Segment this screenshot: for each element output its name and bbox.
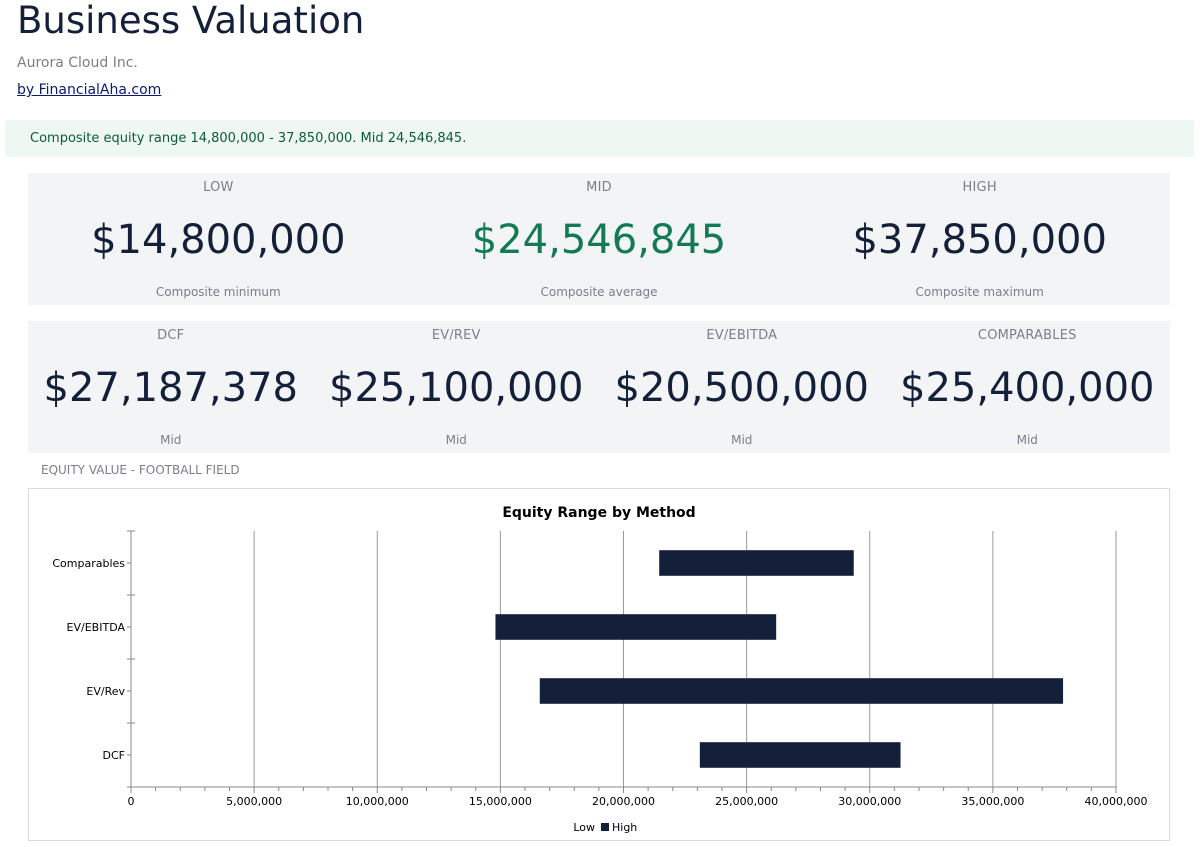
metric-value: $20,500,000 <box>614 365 869 411</box>
metric-comparables: COMPARABLES $25,400,000 Mid <box>885 321 1171 453</box>
metric-caption: Composite maximum <box>915 285 1044 299</box>
metric-caption: Composite average <box>540 285 658 299</box>
company-name: Aurora Cloud Inc. <box>17 55 138 71</box>
metric-value: $14,800,000 <box>91 217 346 263</box>
metric-label: MID <box>586 180 612 195</box>
metric-label: COMPARABLES <box>977 328 1077 343</box>
x-tick-label: 5,000,000 <box>226 795 282 808</box>
y-tick-label: EV/EBITDA <box>67 621 126 634</box>
range-bar <box>539 678 1064 704</box>
metric-label: EV/REV <box>431 328 481 343</box>
legend-swatch-high <box>601 823 609 831</box>
x-tick-label: 25,000,000 <box>715 795 778 808</box>
metric-caption: Mid <box>1016 433 1038 447</box>
metric-ev-rev: EV/REV $25,100,000 Mid <box>314 321 600 453</box>
metric-label: DCF <box>157 328 185 343</box>
chart-title: Equity Range by Method <box>502 505 695 521</box>
x-tick-label: 40,000,000 <box>1085 795 1148 808</box>
page-title: Business Valuation <box>17 0 365 42</box>
legend-label-high: High <box>612 821 637 834</box>
x-tick-label: 0 <box>128 795 135 808</box>
metric-low: LOW $14,800,000 Composite minimum <box>28 173 409 305</box>
y-tick-label: Comparables <box>52 557 125 570</box>
chart-legend: Low High <box>573 821 637 834</box>
composite-metrics: LOW $14,800,000 Composite minimum MID $2… <box>28 173 1170 305</box>
metric-value: $37,850,000 <box>852 217 1107 263</box>
composite-range-alert: Composite equity range 14,800,000 - 37,8… <box>5 120 1194 157</box>
section-label: EQUITY VALUE - FOOTBALL FIELD <box>41 463 240 477</box>
metric-label: HIGH <box>962 180 997 195</box>
metric-caption: Mid <box>731 433 753 447</box>
metric-caption: Mid <box>160 433 182 447</box>
metric-ev-ebitda: EV/EBITDA $20,500,000 Mid <box>599 321 885 453</box>
metric-label: EV/EBITDA <box>706 328 778 343</box>
legend-label-low: Low <box>573 821 595 834</box>
y-tick-label: DCF <box>103 749 125 762</box>
range-bar <box>699 742 901 768</box>
metric-label: LOW <box>203 180 234 195</box>
range-bar <box>495 614 777 640</box>
chart-svg: Equity Range by Method 0 5,000,000 10,000,… <box>52 505 1148 834</box>
y-tick-label: EV/Rev <box>86 685 125 698</box>
football-field-chart: Equity Range by Method 0 5,000,000 10,000,… <box>28 488 1170 841</box>
byline-link[interactable]: by FinancialAha.com <box>17 82 162 98</box>
metric-caption: Mid <box>445 433 467 447</box>
x-tick-label: 10,000,000 <box>346 795 409 808</box>
metric-value: $27,187,378 <box>43 365 298 411</box>
metric-value: $24,546,845 <box>471 217 727 263</box>
metric-dcf: DCF $27,187,378 Mid <box>28 321 314 453</box>
metric-high: HIGH $37,850,000 Composite maximum <box>789 173 1170 305</box>
x-tick-label: 20,000,000 <box>592 795 655 808</box>
x-tick-label: 15,000,000 <box>469 795 532 808</box>
range-bar <box>659 550 854 576</box>
metric-value: $25,400,000 <box>900 365 1155 411</box>
metric-value: $25,100,000 <box>329 365 584 411</box>
metric-caption: Composite minimum <box>155 285 281 299</box>
x-tick-label: 35,000,000 <box>961 795 1024 808</box>
x-tick-label: 30,000,000 <box>838 795 901 808</box>
method-metrics: DCF $27,187,378 Mid EV/REV $25,100,000 M… <box>28 321 1170 453</box>
metric-mid: MID $24,546,845 Composite average <box>409 173 790 305</box>
